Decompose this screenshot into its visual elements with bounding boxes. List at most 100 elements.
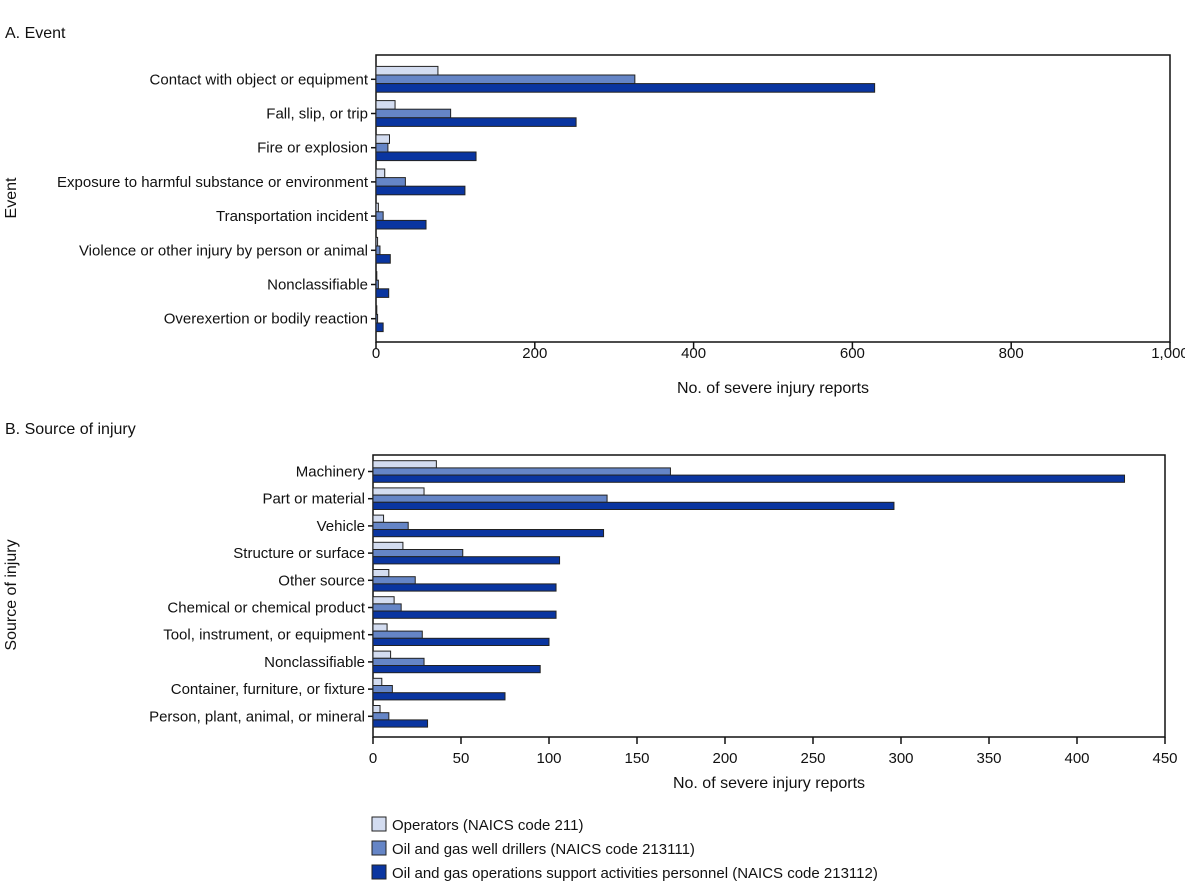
bar-series-3: [372, 692, 506, 701]
category-label: Structure or surface: [233, 545, 365, 562]
bar-series-1: [375, 236, 379, 247]
bar-series-2: [375, 74, 636, 85]
bar-series-3: [375, 83, 876, 93]
bar-series-3: [375, 254, 391, 264]
bar-series-2: [375, 211, 384, 221]
bar-series-3: [375, 185, 466, 196]
legend-swatch: [371, 816, 387, 832]
bar-series-3: [372, 610, 557, 619]
bar-series-3: [372, 556, 561, 565]
category-label: Contact with object or equipment: [150, 71, 369, 88]
x-tick-label: 0: [372, 345, 380, 362]
x-tick-label: 450: [1152, 750, 1177, 767]
x-tick-label: 200: [712, 750, 737, 767]
category-label: Fall, slip, or trip: [266, 106, 368, 123]
category-label: Violence or other injury by person or an…: [79, 242, 368, 259]
bar-series-3: [372, 501, 895, 510]
bar-series-1: [372, 541, 404, 550]
bar-series-2: [372, 630, 423, 639]
bar-series-2: [372, 657, 425, 666]
x-tick-label: 600: [840, 345, 865, 362]
chart-source: B. Source of injury Machinery Part or mate…: [3, 421, 1178, 792]
category-label: Fire or explosion: [257, 140, 368, 157]
bar-series-3: [375, 151, 477, 162]
bar-series-3: [375, 288, 390, 298]
bar-series-1: [372, 596, 395, 605]
bar-series-2: [372, 685, 393, 694]
bar-series-3: [372, 529, 605, 538]
legend-label: Oil and gas operations support activitie…: [392, 865, 878, 882]
category-label: Other source: [278, 572, 365, 589]
category-label: Machinery: [296, 464, 366, 481]
bar-series-1: [375, 100, 396, 110]
bar-series-3: [372, 637, 550, 646]
x-axis-label: No. of severe injury reports: [677, 380, 869, 397]
category-label: Container, furniture, or fixture: [171, 681, 365, 698]
legend-label: Oil and gas well drillers (NAICS code 21…: [392, 841, 695, 858]
y-axis-label: Event: [3, 177, 20, 218]
x-tick-label: 400: [681, 345, 706, 362]
x-tick-label: 400: [1064, 750, 1089, 767]
category-label: Nonclassifiable: [267, 277, 368, 294]
bar-series-3: [372, 719, 429, 728]
bar-series-2: [372, 467, 671, 476]
bar-series-2: [372, 712, 390, 721]
x-tick-label: 300: [888, 750, 913, 767]
bar-series-3: [375, 117, 577, 127]
bar-series-2: [375, 245, 381, 256]
bar-series-1: [375, 305, 378, 315]
bar-series-1: [372, 569, 390, 578]
bar-series-3: [375, 219, 427, 230]
x-tick-label: 0: [369, 750, 377, 767]
bar-series-1: [375, 168, 386, 179]
bar-series-3: [372, 474, 1126, 483]
bar-series-2: [372, 576, 416, 585]
bar-series-1: [372, 623, 388, 632]
bar-series-1: [372, 460, 437, 469]
bar-series-2: [372, 603, 402, 612]
legend-swatch: [371, 840, 387, 856]
category-label: Part or material: [262, 491, 365, 508]
x-tick-label: 1,000: [1151, 345, 1185, 362]
bar-series-2: [375, 142, 389, 153]
category-label: Overexertion or bodily reaction: [164, 311, 368, 328]
category-label: Tool, instrument, or equipment: [163, 627, 366, 644]
x-tick-label: 350: [976, 750, 1001, 767]
bar-series-1: [372, 514, 385, 523]
chart-title: A. Event: [5, 25, 66, 42]
bar-series-1: [375, 65, 439, 76]
x-tick-label: 250: [800, 750, 825, 767]
bar-series-1: [372, 487, 425, 496]
bar-series-2: [372, 521, 409, 530]
chart-title: B. Source of injury: [5, 421, 136, 438]
x-tick-label: 800: [999, 345, 1024, 362]
chart-event: A. Event Contact with object or equipment…: [3, 25, 1185, 397]
plot-frame: [375, 54, 1171, 343]
category-label: Exposure to harmful substance or environ…: [57, 174, 369, 191]
legend-swatch: [371, 864, 387, 880]
bar-series-3: [372, 665, 541, 674]
x-axis-label: No. of severe injury reports: [673, 775, 865, 792]
bar-series-2: [375, 177, 406, 187]
bar-series-1: [375, 202, 379, 213]
bar-series-2: [375, 313, 379, 324]
legend: Operators (NAICS code 211) Oil and gas we…: [371, 816, 878, 882]
bar-series-2: [372, 549, 464, 558]
bar-series-3: [372, 583, 557, 592]
bar-series-1: [375, 134, 390, 144]
category-label: Chemical or chemical product: [167, 600, 365, 617]
category-label: Vehicle: [317, 518, 365, 535]
category-label: Nonclassifiable: [264, 654, 365, 671]
bar-series-1: [372, 705, 381, 714]
x-tick-label: 100: [536, 750, 561, 767]
category-label: Transportation incident: [216, 208, 369, 225]
x-tick-label: 50: [453, 750, 470, 767]
bar-series-1: [375, 271, 378, 281]
category-label: Person, plant, animal, or mineral: [149, 708, 365, 725]
bar-series-2: [375, 279, 379, 290]
x-tick-label: 200: [522, 345, 547, 362]
y-axis-label: Source of injury: [3, 539, 20, 650]
x-tick-label: 150: [624, 750, 649, 767]
legend-label: Operators (NAICS code 211): [392, 817, 583, 834]
